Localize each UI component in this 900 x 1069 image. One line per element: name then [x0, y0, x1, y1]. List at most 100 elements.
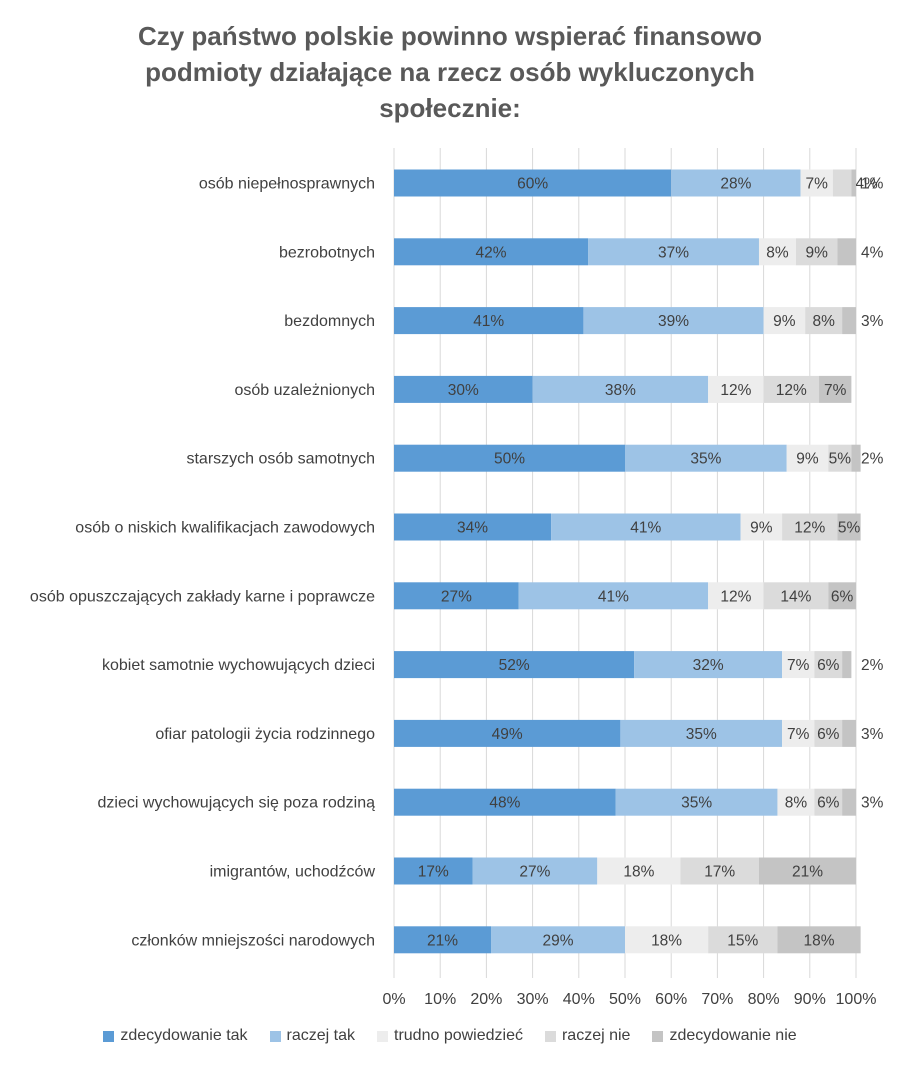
data-label: 12%: [720, 382, 751, 399]
bar-segment: [708, 926, 778, 954]
category-label: ofiar patologii życia rodzinnego: [155, 726, 375, 743]
bar-segment: [740, 513, 783, 541]
bar-segment: [615, 788, 778, 816]
data-label: 29%: [542, 932, 573, 949]
bar-segment: [708, 375, 764, 403]
chart-title-line: podmioty działające na rzecz osób wykluc…: [145, 57, 755, 87]
bar-segment: [472, 857, 598, 885]
legend-swatch: [544, 1030, 556, 1042]
chart-title-line: społecznie:: [379, 93, 521, 123]
legend-label: zdecydowanie nie: [669, 1027, 797, 1044]
data-label: 35%: [690, 451, 721, 468]
bar-segment: [625, 926, 709, 954]
x-tick-label: 0%: [382, 991, 405, 1008]
bar-segment: [394, 926, 492, 954]
data-label: 12%: [720, 588, 751, 605]
bar-segment: [763, 307, 806, 335]
data-label: 6%: [817, 726, 840, 743]
bar-segment: [551, 513, 741, 541]
category-label: kobiet samotnie wychowujących dzieci: [102, 657, 375, 674]
bar-segment: [394, 788, 616, 816]
data-label: 17%: [704, 864, 735, 881]
bar-segment: [763, 375, 820, 403]
bar-segment: [786, 444, 829, 472]
bar-segment: [708, 582, 764, 610]
data-label: 6%: [817, 795, 840, 812]
bar-segment: [837, 238, 856, 266]
bar-segment: [634, 651, 783, 679]
data-label: 15%: [727, 932, 758, 949]
legend-item: zdecydowanie tak: [103, 1027, 248, 1045]
bar-segment: [819, 375, 852, 403]
legend-item: trudno powiedzieć: [377, 1027, 523, 1045]
chart-title-line: Czy państwo polskie powinno wspierać fin…: [137, 21, 763, 51]
legend-label: raczej tak: [286, 1027, 355, 1044]
data-label: 37%: [658, 244, 689, 261]
legend: zdecydowanie tak raczej tak trudno powiedz…: [0, 1027, 900, 1045]
legend-swatch: [269, 1030, 281, 1042]
data-label: 18%: [804, 932, 835, 949]
data-label: 9%: [796, 451, 819, 468]
bar-segment: [763, 582, 829, 610]
category-label: osób opuszczających zakłady karne i popr…: [30, 588, 375, 605]
bar-segment: [842, 651, 852, 679]
category-label: starszych osób samotnych: [186, 451, 375, 468]
data-label: 12%: [776, 382, 807, 399]
data-label: 32%: [693, 657, 724, 674]
data-label: 48%: [489, 795, 520, 812]
legend-swatch: [652, 1030, 664, 1042]
data-label: 52%: [499, 657, 530, 674]
data-label: 35%: [681, 795, 712, 812]
category-label: dzieci wychowujących się poza rodziną: [98, 795, 376, 812]
bar-segment: [814, 788, 843, 816]
bar-segment: [800, 169, 833, 197]
bar-segment: [851, 169, 856, 197]
data-label: 41%: [630, 520, 661, 537]
bar-segment: [795, 238, 838, 266]
x-tick-label: 30%: [517, 991, 549, 1008]
data-label: 60%: [517, 176, 548, 193]
data-label: 1%: [861, 176, 884, 193]
data-label: 3%: [861, 795, 884, 812]
data-label: 34%: [457, 520, 488, 537]
bar-segment: [828, 582, 856, 610]
bar-segment: [782, 651, 815, 679]
data-label: 21%: [792, 864, 823, 881]
bar-segment: [394, 857, 473, 885]
data-label: 30%: [448, 382, 479, 399]
legend-swatch: [103, 1030, 115, 1042]
bar-segment: [588, 238, 759, 266]
category-label: bezdomnych: [284, 313, 375, 330]
data-label: 21%: [427, 932, 458, 949]
bar-segment: [394, 582, 519, 610]
data-label: 17%: [418, 864, 449, 881]
bar-segment: [671, 169, 801, 197]
data-label: 18%: [623, 864, 654, 881]
x-tick-label: 10%: [424, 991, 456, 1008]
bar-segment: [777, 926, 861, 954]
data-label: 12%: [794, 520, 825, 537]
category-label: członków mniejszości narodowych: [131, 932, 375, 949]
x-tick-label: 70%: [701, 991, 733, 1008]
data-label: 8%: [785, 795, 808, 812]
bar-segment: [814, 651, 843, 679]
bar-segment: [394, 513, 552, 541]
data-label: 27%: [441, 588, 472, 605]
category-label: osób uzależnionych: [234, 382, 375, 399]
bar-segment: [782, 719, 815, 747]
category-label: imigrantów, uchodźców: [210, 864, 376, 881]
data-label: 27%: [519, 864, 550, 881]
bar-segment: [394, 719, 621, 747]
bar-segment: [583, 307, 764, 335]
data-label: 2%: [861, 657, 884, 674]
bar-segment: [532, 375, 709, 403]
bar-segment: [758, 238, 796, 266]
bar-segment: [620, 719, 783, 747]
data-label: 7%: [824, 382, 847, 399]
x-tick-label: 20%: [470, 991, 502, 1008]
data-label: 38%: [605, 382, 636, 399]
data-label: 2%: [861, 451, 884, 468]
bar-segment: [394, 651, 635, 679]
legend-swatch: [377, 1030, 388, 1042]
